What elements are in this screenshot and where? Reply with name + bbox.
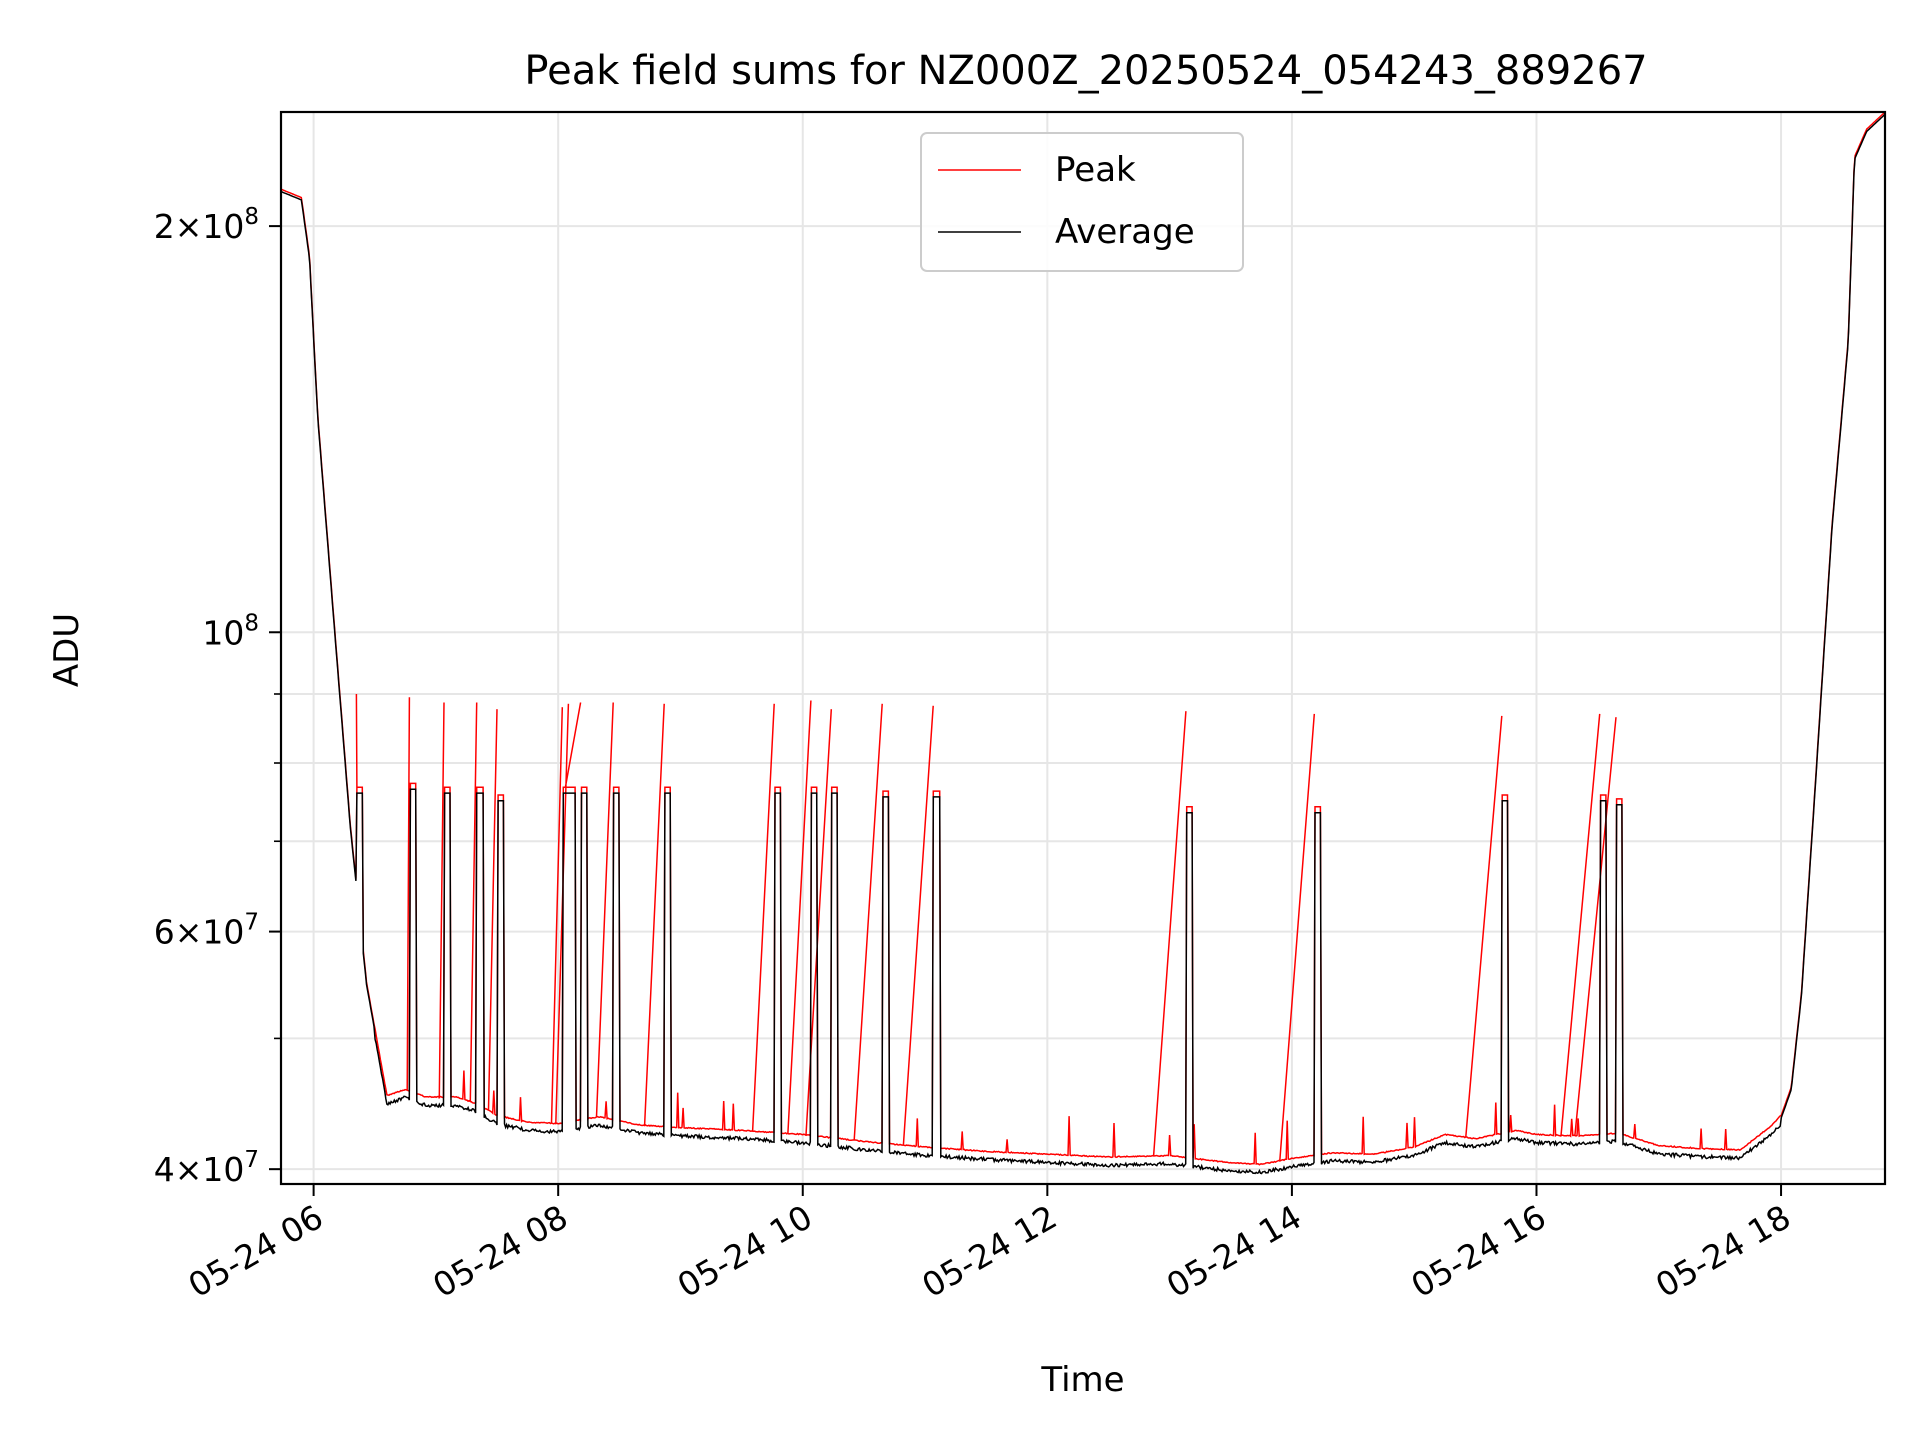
series-peak-line bbox=[281, 112, 1885, 1166]
x-axis-label: Time bbox=[1040, 1360, 1124, 1400]
legend-peak-label: Peak bbox=[1055, 150, 1136, 190]
legend-box bbox=[920, 132, 1244, 272]
plot-frame bbox=[279, 110, 1887, 1186]
chart-title: Peak field sums for NZ000Z_20250524_0542… bbox=[524, 48, 1647, 94]
y-tick-label: 4×107 bbox=[154, 1147, 259, 1189]
y-tick-label: 2×108 bbox=[154, 204, 259, 246]
y-axis-label: ADU bbox=[47, 613, 87, 687]
series-average-line bbox=[281, 113, 1885, 1175]
y-tick-label: 6×107 bbox=[154, 910, 259, 952]
series-layer bbox=[281, 112, 1885, 1175]
legend: Peak Average bbox=[920, 132, 1244, 272]
legend-average-label: Average bbox=[1055, 212, 1195, 252]
